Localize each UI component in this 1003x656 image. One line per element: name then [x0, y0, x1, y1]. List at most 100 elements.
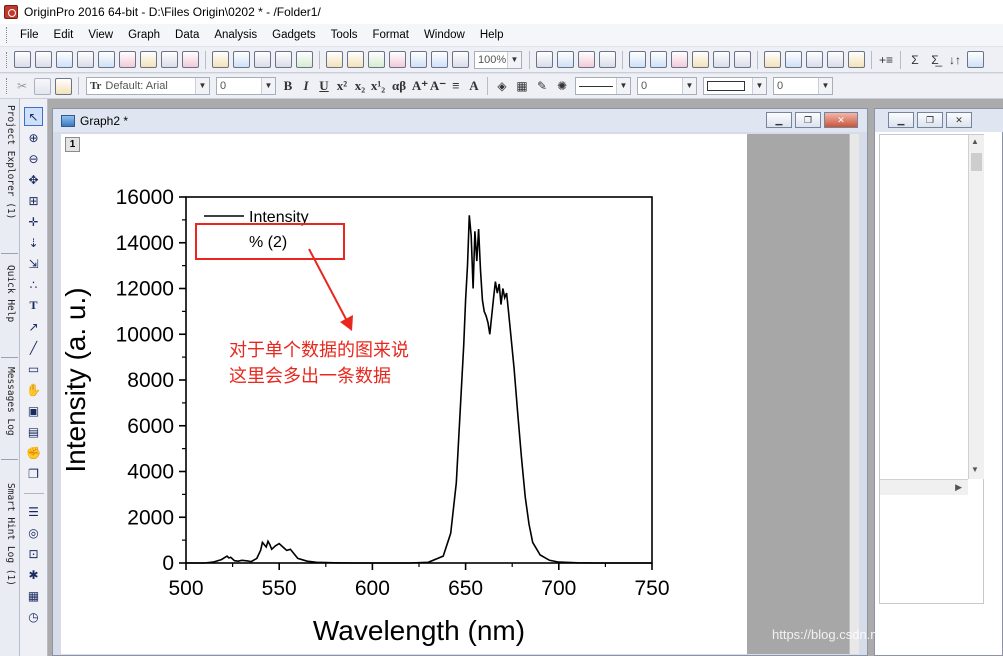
tab-messages-log[interactable]: Messages Log — [5, 367, 16, 436]
graph-window-titlebar[interactable]: Graph2 * ▁ ❐ ✕ — [53, 109, 867, 132]
chevron-down-icon[interactable]: ▼ — [752, 78, 766, 94]
new-code-icon[interactable] — [182, 51, 199, 68]
decrease-font-icon[interactable]: A⁻ — [429, 78, 447, 93]
graph-object-icon[interactable]: ▤ — [27, 424, 40, 439]
line-style-combo[interactable]: ▼ — [575, 77, 631, 95]
brightness-icon[interactable]: ✺ — [556, 79, 568, 93]
import-excel-icon[interactable] — [389, 51, 406, 68]
greek-icon[interactable]: αβ — [391, 78, 407, 93]
zoom-combo[interactable]: 100% ▼ — [474, 50, 522, 69]
table-icon[interactable] — [806, 51, 823, 68]
underline-icon[interactable]: U — [319, 78, 329, 93]
menu-view[interactable]: View — [88, 29, 114, 41]
menu-help[interactable]: Help — [479, 29, 504, 41]
messages-icon[interactable] — [713, 51, 730, 68]
graph-page[interactable]: 0 2000 4000 6000 8000 10000 12000 14000 16000 50… — [60, 134, 747, 654]
command-window-icon[interactable] — [671, 51, 688, 68]
superscript-icon[interactable]: x² — [336, 78, 348, 93]
scale-icon[interactable]: ✥ — [28, 172, 39, 187]
menu-format[interactable]: Format — [372, 29, 409, 41]
draw-data-icon[interactable]: ∴ — [29, 277, 38, 292]
copy-page-icon[interactable] — [599, 51, 616, 68]
find-icon[interactable] — [764, 51, 781, 68]
data-selector-icon[interactable]: ⇣ — [28, 235, 39, 250]
align-left-icon[interactable]: ≡ — [452, 78, 460, 93]
pattern-icon[interactable]: ▦ — [516, 79, 528, 93]
new-matrix-icon[interactable] — [77, 51, 94, 68]
font-combo[interactable]: Tr Default: Arial ▼ — [86, 77, 210, 95]
border-combo[interactable]: ▼ — [703, 77, 767, 95]
supersub-icon[interactable]: x¹₂ — [370, 78, 386, 93]
results-log-icon[interactable] — [650, 51, 667, 68]
timer-icon[interactable]: ◷ — [28, 609, 39, 624]
border-width-combo[interactable]: 0 ▼ — [773, 77, 833, 95]
restore-icon[interactable]: ❐ — [795, 112, 821, 128]
menu-data[interactable]: Data — [175, 29, 200, 41]
intensity-chart[interactable]: 0 2000 4000 6000 8000 10000 12000 14000 16000 50… — [60, 134, 747, 654]
vertical-scrollbar[interactable]: ▲ ▼ — [968, 135, 984, 479]
menu-edit[interactable]: Edit — [53, 29, 74, 41]
sum-icon[interactable]: Σ — [911, 52, 919, 67]
chevron-down-icon[interactable]: ▼ — [195, 78, 209, 94]
new-workbook-icon[interactable] — [35, 51, 52, 68]
sort-icon[interactable]: ↓↑ — [949, 52, 961, 67]
import-icon[interactable] — [326, 51, 343, 68]
menu-graph[interactable]: Graph — [128, 29, 161, 41]
chevron-down-icon[interactable]: ▼ — [616, 78, 630, 94]
close-icon[interactable]: ✕ — [824, 112, 858, 128]
line-color-icon[interactable]: ✎ — [536, 79, 548, 93]
new-notes-icon[interactable] — [161, 51, 178, 68]
x-axis-label[interactable]: Wavelength (nm) — [313, 615, 525, 646]
save-template-icon[interactable] — [296, 51, 313, 68]
layers-icon[interactable]: ❐ — [28, 466, 39, 481]
new-excel-icon[interactable] — [56, 51, 73, 68]
scroll-up-icon[interactable]: ▲ — [971, 137, 979, 146]
chevron-down-icon[interactable]: ▼ — [261, 78, 275, 94]
open-icon[interactable] — [212, 51, 229, 68]
text-color-icon[interactable]: A — [469, 78, 479, 93]
stats-icon[interactable]: Σ̲ — [931, 52, 939, 67]
line-tool-icon[interactable]: ╱ — [29, 340, 38, 355]
legend-entry-extra[interactable]: % (2) — [249, 234, 287, 251]
formula-icon[interactable]: ▣ — [27, 403, 40, 418]
increase-font-icon[interactable]: A⁺ — [411, 78, 429, 93]
menu-analysis[interactable]: Analysis — [214, 29, 258, 41]
minimize-icon[interactable]: ▁ — [888, 112, 914, 128]
scroll-down-icon[interactable]: ▼ — [971, 465, 979, 474]
pointer-icon[interactable]: ↖ — [24, 107, 43, 126]
zoom-out-icon[interactable]: ⊖ — [28, 151, 39, 166]
refresh-icon[interactable] — [557, 51, 574, 68]
import-wizard-icon[interactable] — [368, 51, 385, 68]
scroll-right-icon[interactable]: ▶ — [955, 482, 962, 492]
screen-reader-icon[interactable]: ⊞ — [28, 193, 39, 208]
scroll-thumb[interactable] — [971, 153, 982, 171]
menu-file[interactable]: File — [20, 29, 39, 41]
chevron-down-icon[interactable]: ▼ — [682, 78, 696, 94]
project-explorer-icon[interactable] — [629, 51, 646, 68]
background-window-titlebar[interactable]: ▁ ❐ ✕ — [875, 109, 1003, 132]
fill-color-icon[interactable]: ◈ — [497, 79, 507, 93]
add-layer-icon[interactable]: +≡ — [878, 52, 893, 67]
subscript-icon[interactable]: x₂ — [354, 78, 366, 93]
menu-gadgets[interactable]: Gadgets — [272, 29, 316, 41]
new-layout-icon[interactable] — [140, 51, 157, 68]
menu-tools[interactable]: Tools — [330, 29, 358, 41]
new-function-icon[interactable] — [119, 51, 136, 68]
open-template-icon[interactable] — [233, 51, 250, 68]
chevron-down-icon[interactable]: ▼ — [818, 78, 832, 94]
close-icon[interactable]: ✕ — [946, 112, 972, 128]
fill-range-icon[interactable] — [967, 51, 984, 68]
arrow-tool-icon[interactable]: ↗ — [28, 319, 39, 334]
italic-icon[interactable]: I — [303, 78, 309, 93]
duplicate-icon[interactable] — [578, 51, 595, 68]
settings-gear-icon[interactable] — [848, 51, 865, 68]
y-axis-label[interactable]: Intensity (a. u.) — [60, 287, 91, 472]
move-icon[interactable]: ✊ — [26, 445, 41, 460]
code-builder-icon[interactable] — [692, 51, 709, 68]
print-icon[interactable] — [536, 51, 553, 68]
recalculate-icon[interactable] — [410, 51, 427, 68]
copy-icon[interactable] — [34, 77, 51, 95]
layout-icon[interactable]: ☰ — [28, 504, 39, 519]
rectangle-tool-icon[interactable]: ▭ — [27, 361, 40, 376]
legend-entry-intensity[interactable]: Intensity — [249, 209, 309, 226]
